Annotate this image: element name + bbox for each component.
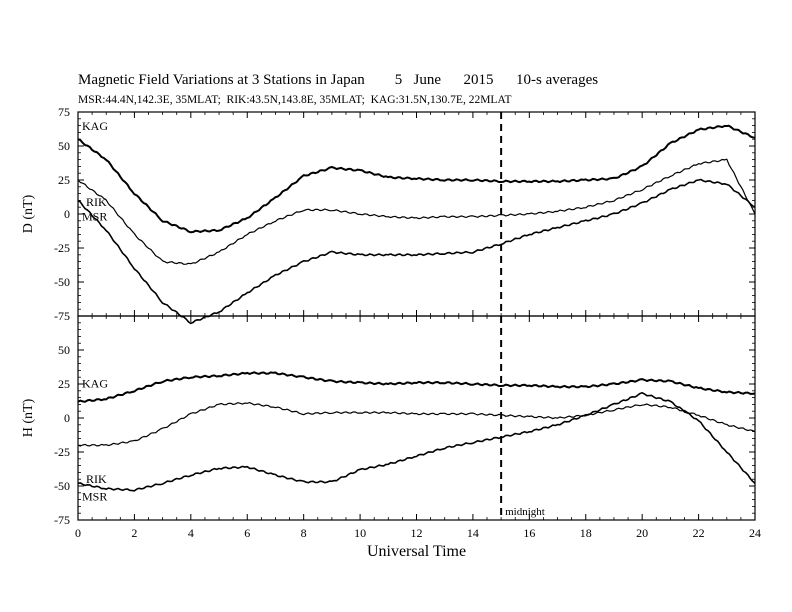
- x-tick-label: 8: [301, 526, 307, 540]
- series-line-msr-H: [77, 392, 756, 492]
- title-date: 5 June 2015: [394, 72, 494, 88]
- y-tick-label: 0: [64, 207, 70, 221]
- x-tick-label: 10: [354, 526, 366, 540]
- x-tick-label: 0: [75, 526, 81, 540]
- y-axis-label: D (nT): [21, 194, 36, 233]
- y-tick-label: -50: [54, 275, 70, 289]
- y-tick-label: 50: [58, 139, 70, 153]
- x-tick-label: 20: [636, 526, 648, 540]
- series-line-rik-D: [77, 158, 756, 265]
- series-line-msr-D: [77, 178, 756, 325]
- chart-title: Magnetic Field Variations at 3 Stations …: [78, 72, 598, 89]
- series-line-rik-H: [77, 402, 756, 447]
- x-tick-label: 24: [749, 526, 761, 540]
- series-label-msr-D: MSR: [82, 209, 107, 223]
- y-axis-label: H (nT): [21, 398, 36, 437]
- title-main: Magnetic Field Variations at 3 Stations …: [78, 72, 365, 88]
- midnight-label: midnight: [505, 506, 545, 518]
- series-label-kag-H: KAG: [82, 377, 108, 391]
- y-tick-label: 50: [58, 343, 70, 357]
- y-tick-label: -25: [54, 445, 70, 459]
- y-tick-label: 25: [58, 173, 70, 187]
- x-tick-label: 6: [244, 526, 250, 540]
- y-tick-label: 0: [64, 411, 70, 425]
- panel-frame-D: [77, 111, 756, 317]
- x-tick-label: 22: [693, 526, 705, 540]
- series-label-rik-D: RIK: [86, 195, 107, 209]
- chart-subtitle: MSR:44.4N,142.3E, 35MLAT; RIK:43.5N,143.…: [78, 94, 512, 106]
- y-tick-label: 75: [58, 105, 70, 119]
- title-averages: 10-s averages: [516, 72, 599, 88]
- x-tick-label: 12: [411, 526, 423, 540]
- x-axis-label: Universal Time: [367, 543, 466, 560]
- x-tick-label: 4: [188, 526, 194, 540]
- y-tick-label: -50: [54, 479, 70, 493]
- panel-frame-H: [77, 315, 756, 521]
- series-label-rik-H: RIK: [86, 472, 107, 486]
- y-tick-label: -75: [54, 513, 70, 527]
- series-line-kag-H: [77, 371, 756, 403]
- x-tick-label: 14: [467, 526, 479, 540]
- y-tick-label: 25: [58, 377, 70, 391]
- series-label-msr-H: MSR: [82, 489, 107, 503]
- x-tick-label: 2: [131, 526, 137, 540]
- series-line-kag-D: [77, 124, 756, 234]
- x-tick-label: 16: [523, 526, 535, 540]
- y-tick-label: -75: [54, 309, 70, 323]
- series-label-kag-D: KAG: [82, 119, 108, 133]
- y-tick-label: -25: [54, 241, 70, 255]
- x-tick-label: 18: [580, 526, 592, 540]
